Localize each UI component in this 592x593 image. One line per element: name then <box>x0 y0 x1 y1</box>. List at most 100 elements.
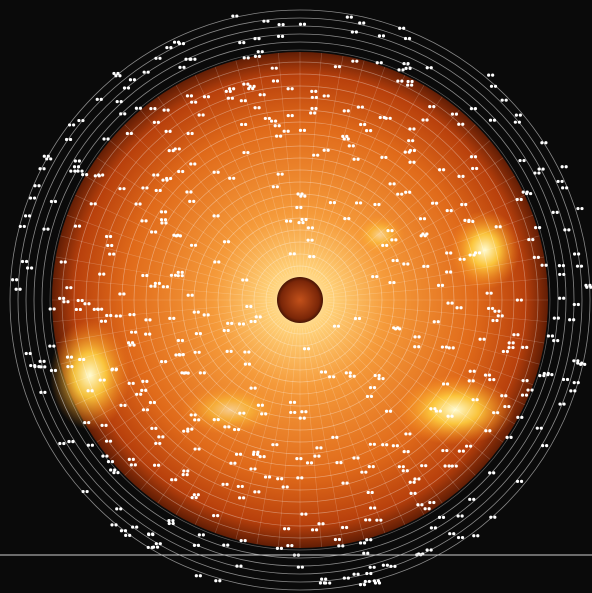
dot <box>129 463 133 467</box>
dot <box>92 307 96 311</box>
dot <box>416 503 420 507</box>
dot <box>98 272 102 276</box>
dot <box>38 359 42 363</box>
dot <box>423 234 427 238</box>
dot <box>358 21 362 25</box>
dot <box>413 477 417 481</box>
dot <box>126 341 131 345</box>
dot <box>355 59 359 63</box>
dot <box>524 393 529 397</box>
dot <box>392 182 396 186</box>
dot <box>135 525 139 529</box>
dot <box>332 375 336 379</box>
central-disc <box>277 277 323 323</box>
dot <box>445 251 449 255</box>
dot <box>322 94 326 98</box>
dot <box>232 87 236 91</box>
dot <box>286 129 290 133</box>
dot <box>248 84 252 88</box>
dot <box>85 173 89 177</box>
dot <box>28 351 32 356</box>
dot <box>420 464 424 468</box>
dot <box>519 298 523 302</box>
dot <box>324 577 328 581</box>
dot <box>240 484 244 489</box>
dot <box>162 108 166 112</box>
dot <box>86 443 90 447</box>
ring <box>217 217 383 383</box>
dot <box>114 523 118 527</box>
dot <box>46 227 50 231</box>
dot <box>226 543 230 547</box>
ring <box>133 133 467 467</box>
dot <box>131 525 135 529</box>
dot <box>346 576 350 580</box>
dot <box>402 450 406 454</box>
dot <box>22 224 26 229</box>
dot <box>405 469 409 473</box>
dot <box>576 381 580 385</box>
dot <box>310 89 314 93</box>
spoke <box>304 327 344 545</box>
dot <box>212 170 216 174</box>
dot <box>378 115 382 120</box>
dot <box>119 99 123 104</box>
bright-region <box>50 320 130 430</box>
dot <box>242 411 246 415</box>
dot <box>118 314 122 318</box>
dot <box>377 377 381 381</box>
dot <box>184 57 188 61</box>
spoke <box>302 52 322 273</box>
dot <box>86 389 90 393</box>
dot <box>324 581 328 585</box>
dot <box>423 507 427 511</box>
dot <box>178 353 182 357</box>
ring <box>205 205 395 395</box>
dot <box>192 493 196 497</box>
dot <box>326 148 330 152</box>
dot <box>351 144 355 148</box>
dot <box>24 259 29 264</box>
dot <box>198 574 202 578</box>
dot <box>487 73 491 77</box>
dot <box>42 154 46 158</box>
dot <box>67 439 71 444</box>
dot <box>226 96 230 100</box>
dot <box>354 30 358 34</box>
dot <box>150 426 154 430</box>
dot <box>280 172 284 176</box>
dot <box>232 427 237 432</box>
dot <box>73 224 78 228</box>
dot <box>483 373 488 377</box>
dot <box>348 374 352 378</box>
dot <box>448 532 452 536</box>
dot <box>472 369 476 373</box>
dot <box>189 162 193 166</box>
dot <box>115 507 119 511</box>
dot <box>212 514 216 518</box>
dot <box>65 286 69 290</box>
dot <box>154 188 158 193</box>
dot <box>159 210 164 214</box>
dot <box>310 528 315 532</box>
dot <box>131 457 135 462</box>
dot <box>410 79 414 84</box>
dot <box>178 65 182 69</box>
dot <box>473 251 478 255</box>
dot <box>460 514 464 518</box>
dot <box>242 82 246 86</box>
dot <box>550 373 554 377</box>
dot <box>150 230 154 234</box>
dot <box>313 454 317 458</box>
dot <box>249 467 253 471</box>
dot <box>495 318 499 323</box>
dot <box>558 402 562 406</box>
dot <box>85 489 89 494</box>
dot <box>169 45 173 50</box>
spoke <box>306 60 365 274</box>
dot <box>160 221 164 225</box>
dot <box>328 375 332 379</box>
dot <box>507 345 511 350</box>
spoke <box>60 306 274 365</box>
